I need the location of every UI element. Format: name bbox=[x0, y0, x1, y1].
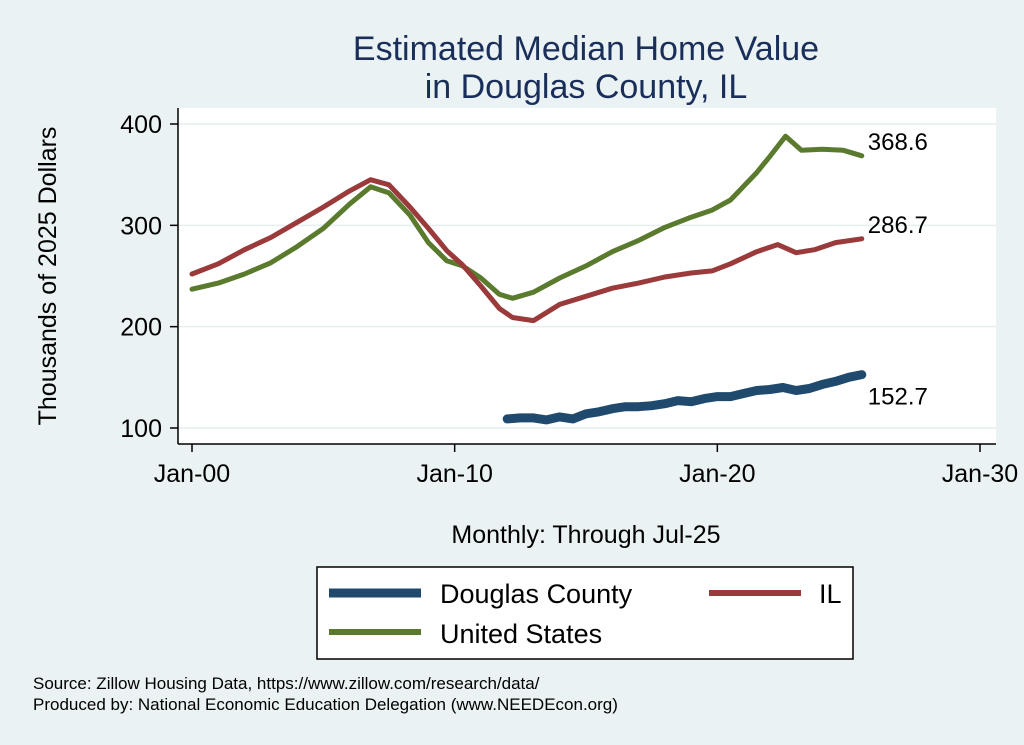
legend-box bbox=[316, 566, 854, 660]
axes: 100 200 300 400 Jan-00 Jan-10 Jan-20 Jan-30 bbox=[120, 108, 1018, 488]
series-line-united-states bbox=[189, 133, 865, 301]
end-label-united-states: 368.6 bbox=[868, 129, 928, 156]
legend-label-douglas-county: Douglas County bbox=[440, 579, 633, 609]
series-line-il bbox=[189, 177, 865, 324]
gridlines bbox=[178, 123, 996, 429]
chart-title-line-1: Estimated Median Home Value bbox=[353, 30, 819, 68]
produced-by-note: Produced by: National Economic Education… bbox=[33, 695, 618, 714]
y-tick-label-100: 100 bbox=[120, 415, 162, 443]
y-axis-title: Thousands of 2025 Dollars bbox=[34, 127, 62, 426]
chart-title-line-2: in Douglas County, IL bbox=[425, 68, 748, 106]
legend-label-united-states: United States bbox=[440, 619, 602, 649]
x-tick-label-jan-20: Jan-20 bbox=[679, 460, 755, 488]
source-note: Source: Zillow Housing Data, https://www… bbox=[33, 674, 540, 693]
series-lines bbox=[189, 133, 867, 425]
end-labels: 368.6 286.7 152.7 bbox=[868, 129, 928, 411]
y-tick-label-300: 300 bbox=[120, 212, 162, 240]
y-tick-label-400: 400 bbox=[120, 111, 162, 139]
end-label-il: 286.7 bbox=[868, 212, 928, 239]
series-line-douglas-county bbox=[502, 370, 867, 425]
y-tick-label-200: 200 bbox=[120, 314, 162, 342]
x-tick-label-jan-00: Jan-00 bbox=[154, 460, 230, 488]
end-label-douglas-county: 152.7 bbox=[868, 384, 928, 411]
x-axis-title: Monthly: Through Jul-25 bbox=[451, 521, 720, 549]
plot-area bbox=[178, 108, 996, 444]
legend: Douglas County IL United States bbox=[316, 566, 854, 660]
legend-label-il: IL bbox=[819, 579, 842, 609]
x-tick-label-jan-30: Jan-30 bbox=[942, 460, 1018, 488]
x-tick-label-jan-10: Jan-10 bbox=[416, 460, 492, 488]
